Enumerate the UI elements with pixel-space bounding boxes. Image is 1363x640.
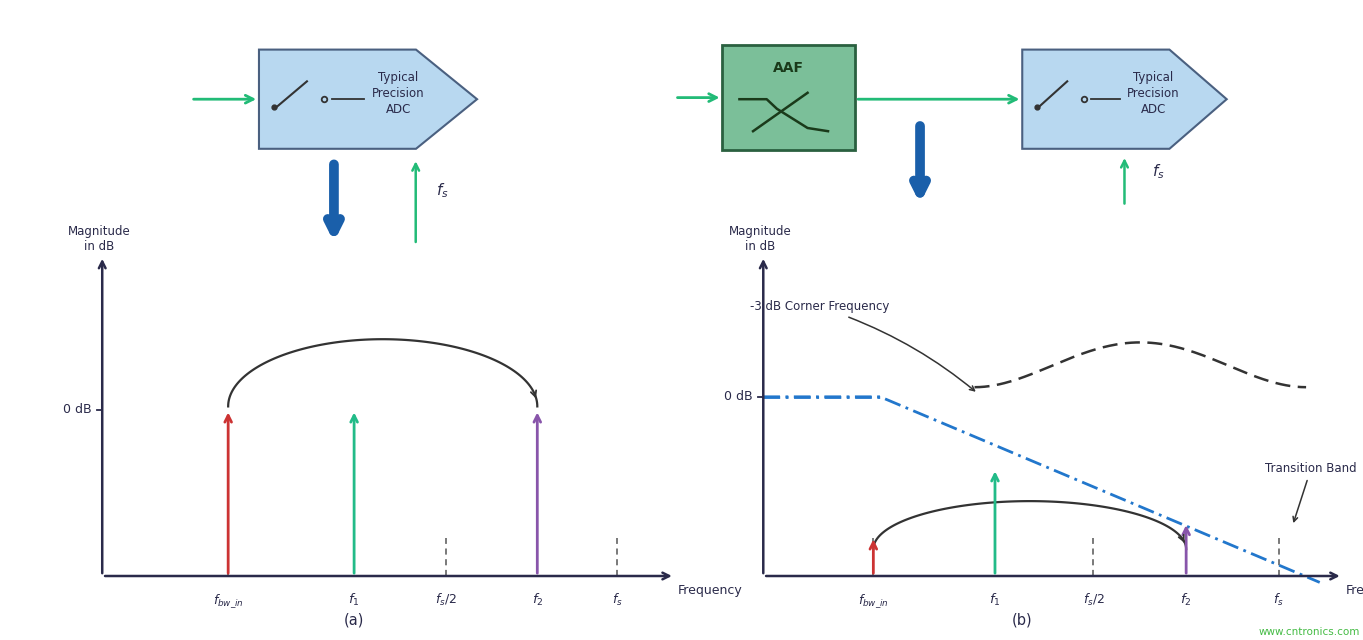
Polygon shape	[1022, 50, 1227, 148]
Text: 0 dB: 0 dB	[63, 403, 93, 416]
Text: AAF: AAF	[773, 61, 804, 75]
Text: Magnitude
in dB: Magnitude in dB	[728, 225, 792, 253]
Text: $f_s$: $f_s$	[1273, 592, 1284, 608]
Text: $f_1$: $f_1$	[990, 592, 1000, 608]
Text: 0 dB: 0 dB	[724, 390, 752, 403]
Text: $f_2$: $f_2$	[1180, 592, 1191, 608]
Text: Transition Band: Transition Band	[1265, 462, 1356, 522]
Text: Frequency: Frequency	[679, 584, 743, 596]
Text: $f_s/2$: $f_s/2$	[435, 592, 457, 608]
Text: (b): (b)	[1011, 612, 1033, 627]
Text: www.cntronics.com: www.cntronics.com	[1258, 627, 1360, 637]
Text: $f_s/2$: $f_s/2$	[1082, 592, 1104, 608]
Text: Magnitude
in dB: Magnitude in dB	[67, 225, 131, 253]
Text: (a): (a)	[345, 612, 364, 627]
Text: -3 dB Corner Frequency: -3 dB Corner Frequency	[750, 300, 975, 391]
Text: $f_{bw\_in}$: $f_{bw\_in}$	[213, 592, 244, 610]
Text: Typical
Precision
ADC: Typical Precision ADC	[1127, 71, 1179, 116]
Polygon shape	[259, 50, 477, 148]
Text: $f_s$: $f_s$	[1152, 162, 1164, 180]
Text: $f_s$: $f_s$	[436, 181, 448, 200]
Text: Frequency: Frequency	[1347, 584, 1363, 596]
Text: $f_s$: $f_s$	[612, 592, 623, 608]
Text: Typical
Precision
ADC: Typical Precision ADC	[372, 71, 425, 116]
Text: $f_{bw\_in}$: $f_{bw\_in}$	[857, 592, 889, 610]
Text: $f_2$: $f_2$	[532, 592, 542, 608]
Bar	[722, 45, 856, 150]
Text: $f_1$: $f_1$	[349, 592, 360, 608]
